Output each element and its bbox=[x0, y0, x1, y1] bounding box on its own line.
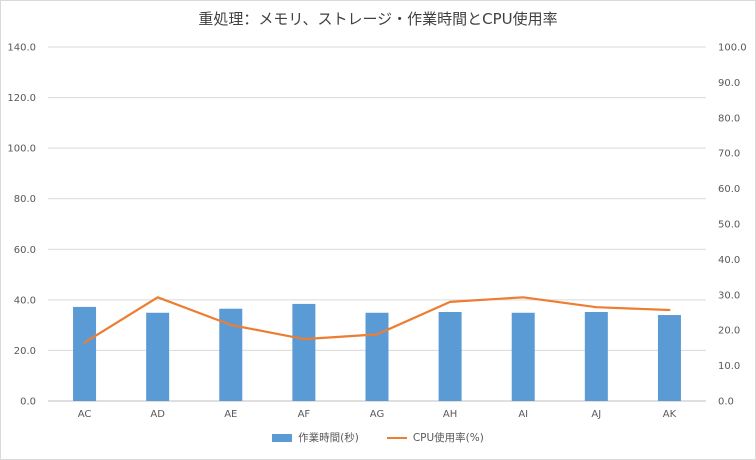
y-right-tick-label: 10.0 bbox=[718, 361, 740, 372]
x-tick-label: AF bbox=[298, 409, 311, 420]
y-right-tick-label: 90.0 bbox=[718, 78, 740, 89]
bars bbox=[73, 303, 681, 401]
x-tick-label: AJ bbox=[591, 409, 601, 420]
x-tick-label: AH bbox=[443, 409, 457, 420]
y-right-tick-label: 70.0 bbox=[718, 149, 740, 160]
x-tick-label: AC bbox=[78, 409, 92, 420]
x-tick-label: AD bbox=[150, 409, 165, 420]
y-left-tick-label: 140.0 bbox=[7, 43, 36, 54]
y-right-tick-label: 0.0 bbox=[718, 397, 734, 408]
legend: 作業時間(秒) CPU使用率(%) bbox=[0, 430, 756, 445]
y-left-tick-label: 100.0 bbox=[7, 144, 36, 155]
y-left-tick-label: 80.0 bbox=[14, 194, 36, 205]
y-left-tick-label: 120.0 bbox=[7, 93, 36, 104]
legend-bar-swatch bbox=[272, 433, 293, 442]
chart-title: 重処理：メモリ、ストレージ・作業時間とCPU使用率 bbox=[198, 10, 558, 28]
y-right-tick-label: 80.0 bbox=[718, 113, 740, 124]
gridlines bbox=[48, 46, 706, 402]
x-tick-label: AE bbox=[224, 409, 237, 420]
x-tick-label: AI bbox=[518, 409, 528, 420]
bar bbox=[365, 312, 389, 401]
y-right-tick-label: 50.0 bbox=[718, 220, 740, 231]
legend-item-bar: 作業時間(秒) bbox=[272, 430, 359, 445]
legend-bar-label: 作業時間(秒) bbox=[298, 432, 359, 444]
bar bbox=[584, 311, 608, 401]
chart-plot: 0.0 20.0 40.0 60.0 80.0 100.0 120.0 140.0 0.0 10… bbox=[7, 43, 747, 421]
y-left-tick-label: 0.0 bbox=[20, 397, 36, 408]
x-tick-label: AK bbox=[663, 409, 677, 420]
left-axis: 0.0 20.0 40.0 60.0 80.0 100.0 120.0 140.0 bbox=[7, 43, 36, 408]
bar bbox=[292, 303, 316, 401]
cpu-usage-line bbox=[83, 296, 671, 344]
legend-line-label: CPU使用率(%) bbox=[412, 432, 484, 444]
legend-line-swatch bbox=[386, 436, 407, 439]
y-left-tick-label: 40.0 bbox=[14, 295, 36, 306]
bar bbox=[146, 312, 170, 401]
right-axis: 0.0 10.0 20.0 30.0 40.0 50.0 60.0 70.0 80.0 90.0 1… bbox=[718, 43, 747, 408]
y-left-tick-label: 60.0 bbox=[14, 245, 36, 256]
y-right-tick-label: 30.0 bbox=[718, 290, 740, 301]
legend-item-line: CPU使用率(%) bbox=[386, 430, 484, 445]
y-right-tick-label: 60.0 bbox=[718, 184, 740, 195]
bar bbox=[438, 311, 462, 401]
y-left-tick-label: 20.0 bbox=[14, 346, 36, 357]
bar bbox=[73, 306, 97, 401]
bar bbox=[657, 315, 681, 401]
bar bbox=[511, 312, 535, 401]
y-right-tick-label: 40.0 bbox=[718, 255, 740, 266]
cpu-line bbox=[83, 296, 671, 344]
y-right-tick-label: 20.0 bbox=[718, 326, 740, 337]
x-tick-label: AG bbox=[370, 409, 384, 420]
bar bbox=[219, 308, 243, 401]
y-right-tick-label: 100.0 bbox=[718, 43, 747, 54]
x-axis: AC AD AE AF AG AH AI AJ AK bbox=[78, 409, 677, 420]
